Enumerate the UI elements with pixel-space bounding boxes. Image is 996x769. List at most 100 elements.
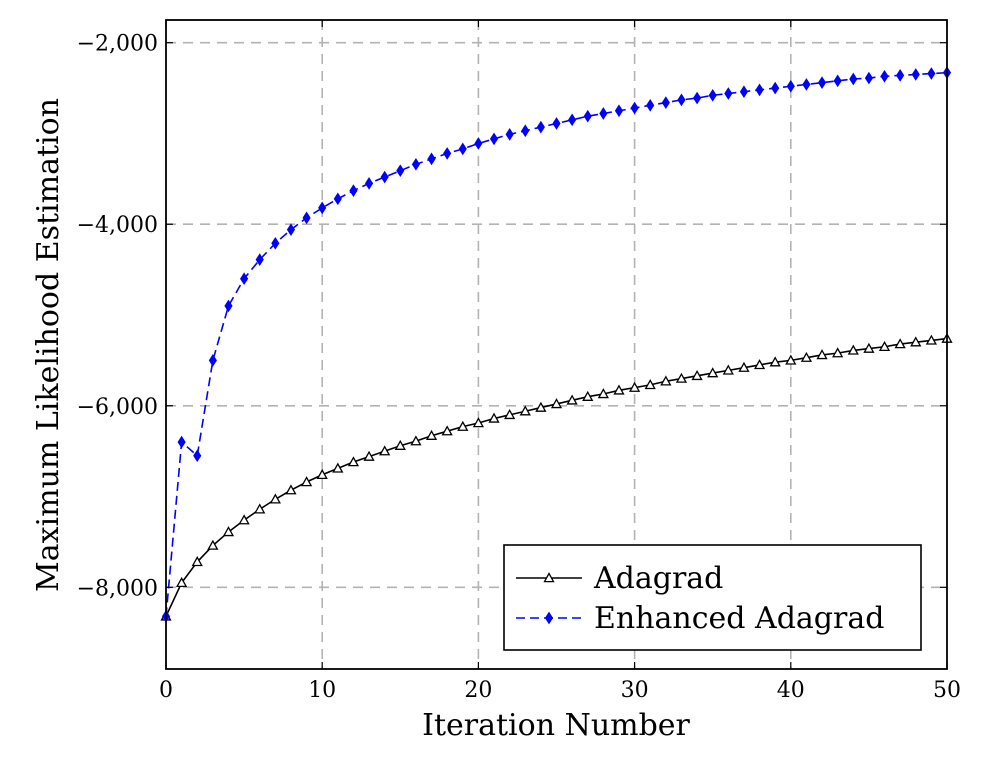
enhanced-adagrad-point	[614, 104, 624, 118]
y-axis-label: Maximum Likelihood Estimation	[31, 98, 66, 592]
enhanced-adagrad-point	[224, 299, 233, 313]
adagrad-point	[597, 388, 609, 399]
enhanced-adagrad-point	[521, 124, 530, 138]
adagrad-point	[238, 514, 250, 525]
adagrad-point	[441, 425, 453, 436]
enhanced-adagrad-point	[568, 113, 577, 127]
adagrad-point	[222, 526, 235, 537]
x-tick-label: 20	[464, 678, 492, 703]
adagrad-point	[613, 384, 625, 395]
adagrad-point	[785, 354, 797, 365]
x-axis-label: Iteration Number	[422, 708, 690, 743]
y-tick-label: −8,000	[77, 576, 158, 601]
legend-label-adagrad: Adagrad	[593, 561, 723, 596]
adagrad-point	[847, 344, 859, 355]
adagrad-point	[316, 468, 328, 480]
legend-marker-enhanced-adagrad	[544, 611, 554, 625]
adagrad-point	[925, 334, 937, 345]
x-tick-label: 50	[933, 678, 961, 703]
enhanced-adagrad-point	[849, 72, 858, 86]
enhanced-adagrad-line	[165, 71, 948, 617]
adagrad-point	[753, 359, 766, 370]
adagrad-point	[910, 336, 922, 347]
enhanced-adagrad-point	[333, 192, 342, 206]
enhanced-adagrad-point	[427, 152, 436, 166]
series-layer	[160, 66, 953, 623]
adagrad-point	[269, 493, 281, 504]
legend: Adagrad Enhanced Adagrad	[503, 544, 922, 651]
enhanced-adagrad-point	[318, 201, 327, 215]
enhanced-adagrad-point	[739, 85, 749, 99]
enhanced-adagrad-point	[411, 157, 420, 171]
enhanced-adagrad-point	[599, 107, 608, 120]
enhanced-adagrad-point	[896, 69, 905, 82]
enhanced-adagrad-point	[693, 91, 702, 105]
x-tick-label: 10	[308, 678, 336, 703]
adagrad-point	[660, 375, 672, 386]
adagrad-point	[863, 342, 875, 353]
adagrad-point	[550, 398, 563, 409]
enhanced-adagrad-point	[443, 147, 452, 160]
adagrad-point	[347, 456, 360, 467]
y-tick-label: −4,000	[77, 213, 158, 238]
adagrad-point	[816, 349, 828, 360]
adagrad-point	[410, 435, 422, 446]
ticks: 0 10 20 30 40 50 −8,000 −6,000 −4,000 −2,000	[77, 20, 961, 703]
y-tick-label: −6,000	[77, 395, 158, 420]
enhanced-adagrad-point	[661, 96, 670, 109]
grid	[166, 20, 947, 669]
enhanced-adagrad-point	[802, 78, 811, 91]
enhanced-adagrad-point	[505, 128, 514, 141]
adagrad-point	[379, 445, 391, 456]
enhanced-adagrad-point	[380, 170, 389, 184]
enhanced-adagrad-point	[255, 253, 264, 266]
adagrad-point	[738, 361, 750, 372]
enhanced-adagrad-point	[880, 69, 889, 83]
enhanced-adagrad-point	[474, 137, 483, 150]
enhanced-adagrad-point	[817, 76, 827, 89]
adagrad-point	[472, 417, 485, 428]
enhanced-adagrad-point	[833, 74, 842, 88]
legend-items: Adagrad Enhanced Adagrad	[516, 561, 884, 636]
legend-label-enhanced-adagrad: Enhanced Adagrad	[594, 601, 884, 636]
enhanced-adagrad-point	[536, 120, 545, 134]
series-enhanced-adagrad	[161, 66, 952, 623]
enhanced-adagrad-point	[302, 211, 311, 225]
enhanced-adagrad-point	[755, 83, 764, 97]
adagrad-point	[488, 412, 500, 423]
enhanced-adagrad-point	[724, 87, 733, 100]
x-tick-label: 0	[159, 678, 173, 703]
enhanced-adagrad-point	[364, 177, 374, 190]
adagrad-point	[566, 394, 578, 405]
adagrad-point	[535, 401, 547, 412]
enhanced-adagrad-point	[864, 71, 873, 85]
enhanced-adagrad-point	[489, 132, 499, 146]
enhanced-adagrad-point	[911, 68, 920, 81]
adagrad-point	[675, 372, 688, 383]
enhanced-adagrad-point	[927, 67, 936, 80]
adagrad-point	[832, 347, 844, 358]
adagrad-point	[425, 429, 438, 440]
enhanced-adagrad-point	[396, 164, 405, 178]
adagrad-point	[722, 364, 734, 375]
enhanced-adagrad-point	[771, 81, 780, 95]
adagrad-point	[457, 420, 469, 431]
adagrad-point	[769, 356, 781, 367]
adagrad-point	[300, 476, 313, 487]
enhanced-adagrad-point	[786, 79, 795, 93]
x-tick-label: 40	[777, 678, 805, 703]
adagrad-point	[644, 379, 656, 390]
adagrad-point	[519, 405, 531, 416]
adagrad-point	[691, 369, 703, 381]
enhanced-adagrad-point	[271, 236, 280, 250]
x-tick-label: 30	[621, 678, 649, 703]
enhanced-adagrad-point	[583, 109, 592, 123]
enhanced-adagrad-point	[458, 142, 467, 156]
enhanced-adagrad-point	[193, 449, 202, 463]
legend-marker-adagrad	[543, 572, 555, 583]
adagrad-point	[628, 381, 641, 392]
enhanced-adagrad-point	[708, 88, 717, 102]
adagrad-point	[363, 450, 375, 461]
series-adagrad	[160, 332, 953, 621]
adagrad-point	[878, 340, 891, 352]
